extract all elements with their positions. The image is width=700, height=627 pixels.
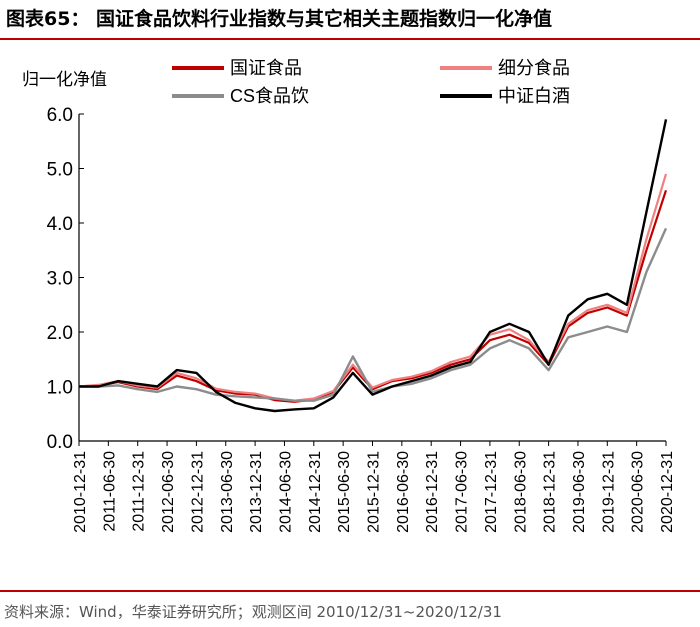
line-chart: 归一化净值 国证食品 细分食品 CS食品饮 中证白酒 0.0 1.0 2.0 3.0 4.0 5… xyxy=(22,58,676,533)
y-axis-label: 归一化净值 xyxy=(22,70,107,89)
x-tick-label: 2017-06-30 xyxy=(454,451,471,533)
source-rule xyxy=(0,590,700,592)
x-tick-label: 2018-06-30 xyxy=(512,451,529,533)
source-note: 资料来源：Wind，华泰证券研究所；观测区间 2010/12/31~2020/1… xyxy=(4,603,502,621)
legend-label: 国证食品 xyxy=(230,58,302,78)
x-tick-label: 2010-12-31 xyxy=(72,451,89,533)
x-tick-label: 2015-12-31 xyxy=(366,451,383,533)
x-tick-label: 2017-12-31 xyxy=(483,451,500,533)
x-tick-label: 2020-06-30 xyxy=(630,451,647,533)
x-tick-label: 2014-06-30 xyxy=(277,451,294,533)
x-tick-label: 2014-12-31 xyxy=(307,451,324,533)
y-tick-label: 5.0 xyxy=(47,160,73,181)
x-tick-label: 2016-06-30 xyxy=(395,451,412,533)
y-tick-label: 6.0 xyxy=(47,105,73,126)
legend-label: 中证白酒 xyxy=(498,86,570,106)
x-tick-label: 2018-12-31 xyxy=(542,451,559,533)
series-line-1 xyxy=(78,189,668,403)
series-line-4 xyxy=(79,119,668,413)
x-tick-label: 2013-06-30 xyxy=(219,451,236,533)
x-tick-label: 2019-06-30 xyxy=(571,451,588,533)
series-line-3 xyxy=(79,227,668,402)
series-line-2 xyxy=(78,173,668,402)
plot-area: 0.0 1.0 2.0 3.0 4.0 5.0 6.0 2010-12-31 2011-06-3… xyxy=(47,105,676,533)
x-tick-label: 2012-06-30 xyxy=(160,451,177,533)
y-tick-label: 0.0 xyxy=(47,432,73,453)
x-tick-label: 2011-06-30 xyxy=(101,451,118,532)
legend: 国证食品 细分食品 CS食品饮 中证白酒 xyxy=(172,58,570,106)
y-tick-label: 2.0 xyxy=(47,323,73,344)
x-tick-label: 2013-12-31 xyxy=(248,451,265,533)
x-tick-label: 2012-12-31 xyxy=(189,451,206,533)
title-rule xyxy=(0,38,700,40)
y-tick-label: 1.0 xyxy=(47,378,73,399)
legend-label: 细分食品 xyxy=(498,58,570,78)
x-tick-label: 2011-12-31 xyxy=(131,451,148,532)
y-tick-label: 3.0 xyxy=(47,269,73,290)
x-tick-label: 2015-06-30 xyxy=(336,451,353,533)
x-tick-label: 2016-12-31 xyxy=(424,451,441,533)
y-tick-label: 4.0 xyxy=(47,214,73,235)
x-tick-label: 2020-12-31 xyxy=(659,451,676,533)
x-tick-label: 2019-12-31 xyxy=(600,451,617,533)
figure-title: 图表65： 国证食品饮料行业指数与其它相关主题指数归一化净值 xyxy=(6,8,553,30)
legend-label: CS食品饮 xyxy=(230,86,309,106)
